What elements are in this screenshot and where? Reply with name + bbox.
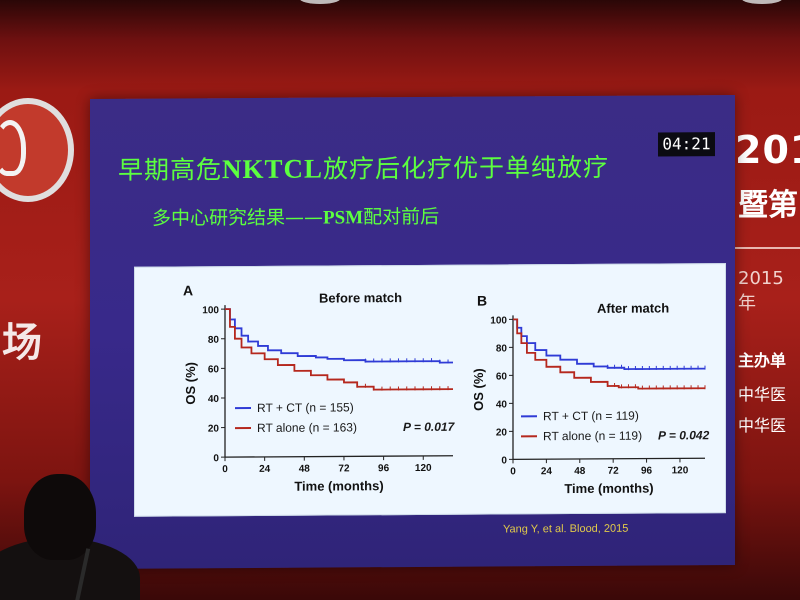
y-tick-label: 20: [208, 424, 220, 435]
y-axis-label: OS (%): [183, 362, 198, 405]
slide-title: 早期高危NKTCL放疗后化疗优于单纯放疗: [118, 148, 609, 187]
y-tick-label: 80: [496, 343, 508, 354]
banner-org-line3: 中华医: [738, 416, 787, 435]
x-axis-label: Time (months): [564, 481, 653, 497]
slide-subtitle-pre: 多中心研究结果——: [152, 206, 324, 230]
p-value: P = 0.017: [403, 420, 456, 434]
survival-charts: A Before match 0 20 40 60 80 100 0 24 48 72 96 120 Tim…: [183, 282, 710, 497]
survival-curve-rt-ct: [225, 308, 453, 364]
presentation-timer: 04:21: [658, 132, 715, 157]
banner-line2: 暨第: [738, 188, 798, 223]
x-tick-label: 96: [641, 466, 653, 477]
banner-divider: [735, 247, 800, 249]
x-tick-label: 48: [299, 464, 311, 475]
x-tick-label: 72: [338, 463, 350, 474]
legend-label: RT alone (n = 119): [543, 429, 642, 444]
x-axis: [513, 457, 705, 461]
survival-curve-rt-ct: [513, 318, 705, 371]
x-tick-label: 72: [608, 466, 620, 477]
x-tick-label: 120: [415, 463, 432, 474]
x-tick-label: 24: [541, 466, 553, 477]
slide-title-pre: 早期高危: [118, 155, 223, 185]
ceiling-light: [742, 0, 782, 4]
legend-label: RT + CT (n = 119): [543, 409, 639, 424]
audience-person-head: [24, 474, 96, 560]
y-axis-label: OS (%): [471, 368, 486, 411]
x-tick-label: 0: [510, 466, 516, 477]
x-tick-label: 120: [672, 465, 689, 476]
panel-label: A: [183, 282, 193, 298]
survival-curve-rt-alone: [513, 318, 705, 390]
x-axis-label: Time (months): [294, 478, 383, 494]
chart-title: After match: [597, 300, 669, 315]
x-tick-label: 0: [222, 464, 228, 475]
banner-organizer: 主办单: [738, 351, 787, 370]
chart-panel: A Before match 0 20 40 60 80 100 0 24 48 72 96 120 Tim…: [134, 263, 726, 517]
citation: Yang Y, et al. Blood, 2015: [503, 522, 629, 536]
slide-subtitle-bold: PSM: [323, 207, 364, 229]
y-tick-label: 60: [496, 371, 508, 382]
slide-title-post: 放疗后化疗优于单纯放疗: [323, 152, 610, 184]
panel-label: B: [477, 293, 487, 309]
y-tick-label: 60: [208, 364, 220, 375]
banner-date: 2015年: [738, 268, 784, 314]
logo-emblem-icon: [0, 120, 26, 176]
ceiling-light: [300, 0, 340, 4]
y-tick-label: 40: [208, 394, 220, 405]
x-tick-label: 48: [574, 466, 586, 477]
y-tick-label: 0: [213, 453, 219, 464]
p-value: P = 0.042: [658, 428, 710, 442]
slide-subtitle: 多中心研究结果——PSM配对前后: [152, 202, 439, 231]
y-tick-label: 80: [208, 335, 220, 346]
y-tick-label: 0: [501, 455, 507, 466]
slide-subtitle-post: 配对前后: [363, 205, 440, 229]
society-logo: [0, 98, 74, 202]
y-tick-label: 100: [202, 305, 219, 316]
y-tick-label: 20: [496, 427, 508, 438]
legend-label: RT alone (n = 163): [257, 420, 357, 435]
projected-slide: 04:21 早期高危NKTCL放疗后化疗优于单纯放疗 多中心研究结果——PSM配…: [90, 95, 735, 569]
legend-label: RT + CT (n = 155): [257, 400, 354, 415]
banner-left-char: 场: [2, 320, 42, 366]
x-tick-label: 96: [378, 463, 390, 474]
y-tick-label: 40: [496, 399, 508, 410]
x-tick-label: 24: [259, 464, 271, 475]
survival-curve-rt-alone: [225, 308, 453, 391]
slide-title-bold: NKTCL: [222, 153, 324, 185]
chart-title: Before match: [319, 290, 402, 306]
x-axis: [225, 455, 453, 458]
banner-org-line2: 中华医: [738, 385, 787, 404]
banner-year: 201: [735, 128, 800, 172]
y-tick-label: 100: [490, 315, 507, 326]
